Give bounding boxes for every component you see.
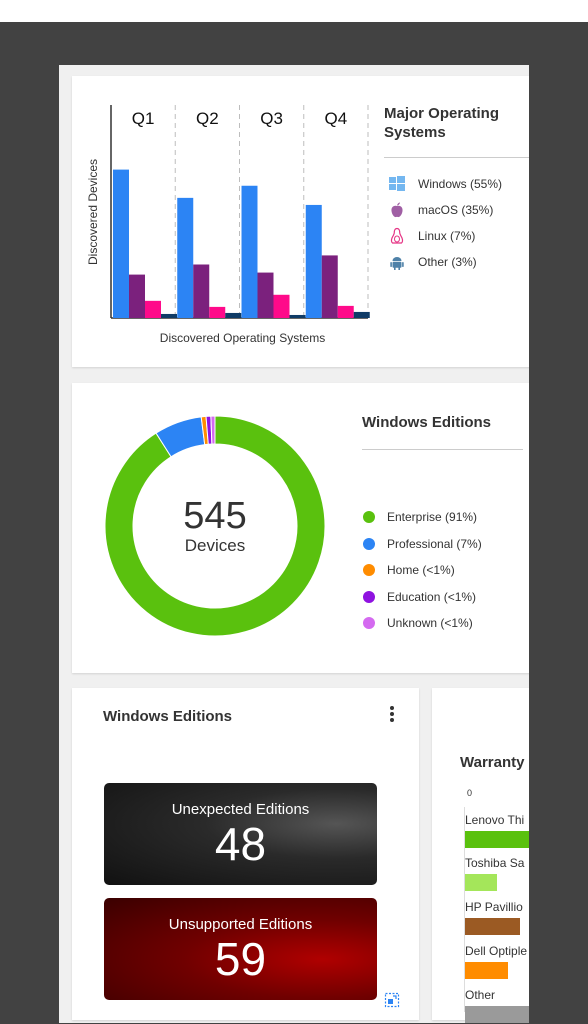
os-bar-chart: Q1 Q2 Q3 Q4 Discovered Devices Discovered Ope… — [86, 105, 370, 345]
os-legend-item-linux: Linux (7%) — [388, 227, 475, 245]
warranty-card: Warranty 0 Lenovo Thi Toshiba Sa HP Pavi… — [432, 688, 529, 1023]
os-legend-divider — [384, 157, 529, 158]
os-legend-title-line1: Major Operating — [384, 105, 500, 122]
os-legend-title-line2: Systems — [384, 124, 446, 141]
quarter-label: Q3 — [260, 109, 283, 128]
donut-slice-enterprise[interactable] — [105, 416, 325, 636]
editions-legend-item: Unknown (<1%) — [363, 614, 473, 632]
os-legend-label: macOS (35%) — [418, 203, 494, 217]
warranty-axis-tick: 0 — [467, 788, 473, 798]
os-legend-label: Linux (7%) — [418, 229, 476, 243]
kpi-card-title: Windows Editions — [103, 708, 233, 725]
windows-editions-kpi-card: Windows Editions Unexpected Editions 48 … — [72, 688, 419, 1020]
bar-windows[interactable] — [113, 169, 129, 318]
editions-legend-label: Professional (7%) — [387, 536, 482, 551]
bar-other[interactable] — [225, 312, 242, 318]
warranty-bar-other[interactable] — [465, 1006, 529, 1023]
os-legend-item-other: Other (3%) — [388, 253, 477, 271]
bar-windows[interactable] — [241, 185, 258, 318]
os-legend-title: Major Operating Systems — [384, 104, 499, 142]
warranty-row-label: Toshiba Sa — [465, 856, 525, 870]
bar-macos[interactable] — [193, 264, 210, 318]
y-axis-label: Discovered Devices — [86, 159, 100, 265]
os-legend-item-windows: Windows (55%) — [388, 175, 502, 193]
bar-other[interactable] — [289, 314, 306, 318]
os-legend-label: Windows (55%) — [418, 177, 503, 191]
bar-macos[interactable] — [129, 274, 145, 318]
os-legend-item-macos: macOS (35%) — [388, 201, 493, 219]
warranty-title: Warranty — [460, 754, 525, 771]
editions-legend-label: Education (<1%) — [387, 589, 477, 604]
windows-editions-card: 545 Devices Windows Editions Enterprise … — [72, 383, 529, 673]
bar-linux[interactable] — [337, 305, 354, 318]
editions-legend-item: Home (<1%) — [363, 561, 455, 579]
dashboard-canvas: Q1 Q2 Q3 Q4 Discovered Devices Discovered Ope… — [59, 65, 529, 1023]
editions-legend-label: Unknown (<1%) — [387, 616, 473, 630]
warranty-row-label: Other — [465, 988, 496, 1002]
legend-dot — [363, 537, 375, 550]
legend-dot — [363, 617, 375, 629]
bar-linux[interactable] — [273, 294, 290, 318]
windows-editions-donut — [105, 416, 325, 636]
warranty-bar-toshiba[interactable] — [465, 874, 497, 891]
warranty-row-label: Lenovo Thi — [465, 813, 525, 827]
quarter-label: Q4 — [325, 109, 348, 128]
linux-icon — [390, 227, 404, 244]
bar-windows[interactable] — [305, 204, 322, 318]
editions-legend-label: Home (<1%) — [387, 563, 455, 577]
quarter-label: Q2 — [196, 109, 219, 128]
unsupported-editions-tile[interactable]: Unsupported Editions 59 — [104, 898, 377, 1000]
x-axis-label: Discovered Operating Systems — [160, 331, 325, 345]
warranty-row-label: HP Pavillio — [465, 900, 523, 914]
bar-linux[interactable] — [209, 306, 226, 318]
warranty-row-label: Dell Optiple — [465, 944, 528, 958]
os-legend-label: Other (3%) — [418, 255, 477, 269]
bar-other[interactable] — [353, 311, 370, 318]
donut-slice-unknown[interactable] — [210, 416, 216, 445]
quarter-label: Q1 — [132, 109, 155, 128]
editions-legend-divider — [362, 449, 523, 450]
legend-dot — [363, 564, 375, 576]
editions-legend-label: Enterprise (91%) — [387, 510, 478, 524]
legend-dot — [363, 511, 375, 523]
app-frame: Q1 Q2 Q3 Q4 Discovered Devices Discovered Ope… — [0, 22, 588, 1024]
os-chart-card: Q1 Q2 Q3 Q4 Discovered Devices Discovered Ope… — [72, 76, 529, 367]
bar-linux[interactable] — [145, 300, 161, 318]
apple-icon — [391, 202, 403, 218]
editions-legend-title: Windows Editions — [362, 414, 492, 431]
unexpected-editions-label: Unexpected Editions — [171, 801, 310, 818]
unsupported-editions-value: 59 — [214, 933, 267, 985]
android-icon — [390, 257, 404, 270]
bar-other[interactable] — [161, 313, 177, 318]
unexpected-editions-tile[interactable]: Unexpected Editions 48 — [104, 783, 377, 885]
unsupported-editions-label: Unsupported Editions — [168, 916, 313, 933]
more-options-icon[interactable] — [386, 704, 398, 724]
bar-windows[interactable] — [177, 197, 194, 318]
warranty-bar-lenovo[interactable] — [465, 831, 529, 848]
warranty-axis-line — [464, 807, 465, 1012]
expand-icon[interactable] — [384, 992, 400, 1008]
unexpected-editions-value: 48 — [214, 818, 267, 870]
editions-legend-item: Enterprise (91%) — [363, 508, 477, 526]
editions-legend-item: Education (<1%) — [363, 588, 476, 606]
warranty-bar-hp[interactable] — [465, 918, 520, 935]
windows-icon — [389, 176, 405, 191]
legend-dot — [363, 590, 375, 603]
bar-macos[interactable] — [321, 255, 338, 318]
bar-macos[interactable] — [257, 272, 274, 318]
warranty-bar-dell[interactable] — [465, 962, 508, 979]
editions-legend-item: Professional (7%) — [363, 535, 482, 553]
